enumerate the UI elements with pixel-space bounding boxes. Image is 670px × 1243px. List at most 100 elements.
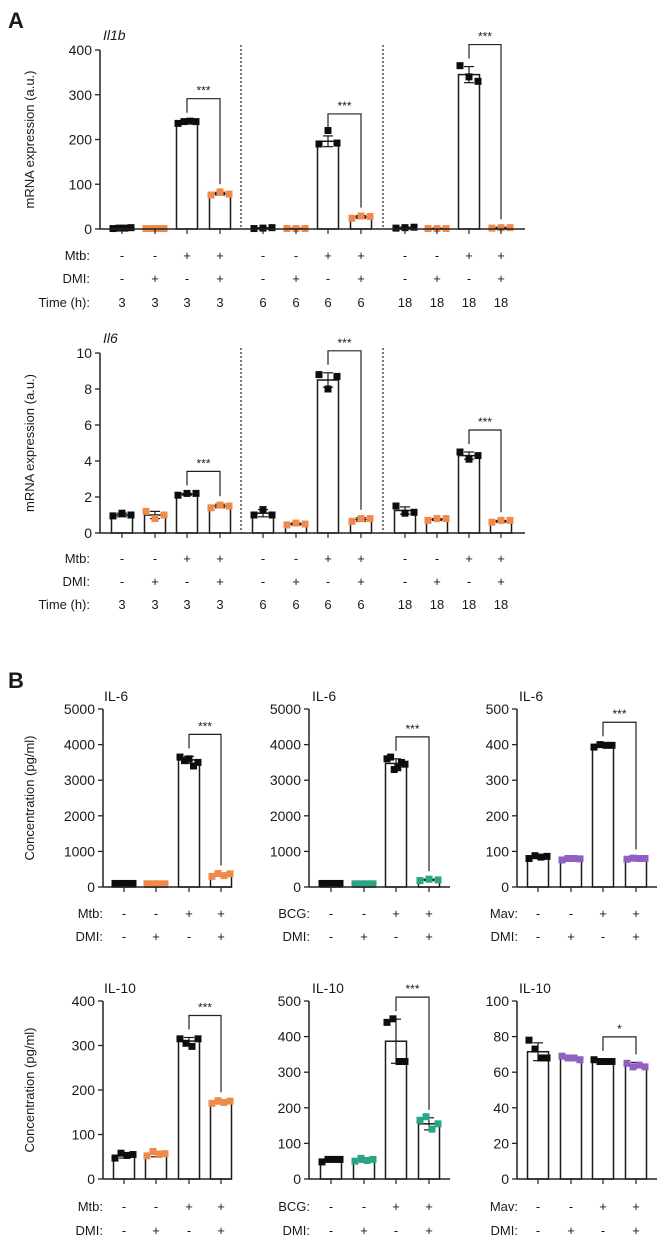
data-point <box>149 1147 157 1155</box>
data-point <box>424 516 432 524</box>
data-point <box>142 507 150 515</box>
condition-value: + <box>217 1199 225 1214</box>
data-point <box>531 1045 539 1053</box>
y-tick-label: 4000 <box>270 737 301 753</box>
condition-value: - <box>261 551 265 566</box>
y-tick-label: 60 <box>493 1064 509 1080</box>
data-point <box>155 880 163 888</box>
condition-value: 3 <box>151 295 158 310</box>
data-point <box>315 371 323 379</box>
data-point <box>348 214 356 222</box>
y-tick-label: 0 <box>501 1171 509 1187</box>
condition-value: + <box>632 929 640 944</box>
data-point <box>348 517 356 525</box>
y-tick-label: 400 <box>278 1029 302 1045</box>
condition-value: + <box>183 551 191 566</box>
data-point <box>465 455 473 463</box>
data-point <box>474 77 482 85</box>
bar <box>591 744 615 888</box>
significance-bracket <box>395 736 430 872</box>
data-point <box>474 452 482 460</box>
y-tick-label: 100 <box>486 843 510 859</box>
data-point <box>488 518 496 526</box>
data-point <box>590 743 598 751</box>
y-tick-label: 1000 <box>64 843 95 859</box>
significance-label: *** <box>337 336 351 350</box>
data-point <box>117 1149 125 1157</box>
y-axis-label: mRNA expression (a.u.) <box>22 374 37 512</box>
data-point <box>190 762 197 770</box>
condition-row-label: Mtb: <box>65 248 90 263</box>
chart-b-il10-mtb: IL-10 Concentration (pg/ml) 0 100 200 300 400 M… <box>22 980 234 1238</box>
condition-value: 6 <box>357 597 364 612</box>
condition-value: + <box>216 574 224 589</box>
significance-label: *** <box>198 1000 212 1014</box>
data-point <box>558 856 566 864</box>
data-point <box>596 741 604 749</box>
condition-value: 6 <box>357 295 364 310</box>
data-point <box>161 880 169 888</box>
condition-value: + <box>292 271 300 286</box>
data-point <box>383 1018 391 1026</box>
y-tick-label: 500 <box>486 701 510 717</box>
y-tick-label: 2000 <box>64 808 95 824</box>
condition-value: - <box>185 271 189 286</box>
data-point <box>635 1061 643 1069</box>
condition-row-label: DMI: <box>63 271 90 286</box>
data-point <box>410 223 418 231</box>
data-point <box>129 879 137 887</box>
data-point <box>176 1035 184 1043</box>
significance-label: * <box>617 1022 622 1036</box>
condition-value: + <box>183 248 191 263</box>
data-point <box>315 140 323 148</box>
condition-value: - <box>569 1199 573 1214</box>
condition-value: + <box>392 906 400 921</box>
bar <box>624 857 648 888</box>
y-tick-label: 100 <box>72 1127 96 1143</box>
condition-value: 3 <box>118 597 125 612</box>
condition-row-label: Mtb: <box>78 1199 103 1214</box>
condition-value: - <box>329 1199 333 1214</box>
condition-value: - <box>122 1223 126 1238</box>
condition-value: + <box>185 1199 193 1214</box>
condition-value: + <box>357 551 365 566</box>
condition-value: 6 <box>292 597 299 612</box>
condition-value: + <box>497 271 505 286</box>
significance-bracket <box>186 98 221 185</box>
chart-a-il6: Il6 mRNA expression (a.u.) 0 2 4 6 8 10 Mtb: DMI:… <box>22 330 525 612</box>
data-point <box>608 741 616 749</box>
condition-value: + <box>151 574 159 589</box>
data-point <box>506 516 514 524</box>
data-point <box>392 224 400 232</box>
condition-value: + <box>357 248 365 263</box>
y-tick-label: 10 <box>76 345 92 361</box>
y-tick-label: 400 <box>486 737 510 753</box>
data-point <box>160 511 168 519</box>
y-tick-label: 200 <box>278 1100 302 1116</box>
data-point <box>118 509 126 517</box>
condition-value: + <box>567 929 575 944</box>
bar <box>591 1059 615 1180</box>
condition-value: + <box>632 1199 640 1214</box>
y-tick-label: 80 <box>493 1029 509 1045</box>
data-point <box>401 224 409 232</box>
chart-title: IL-10 <box>104 980 136 996</box>
condition-row-label: BCG: <box>278 1199 310 1214</box>
y-tick-label: 5000 <box>270 701 301 717</box>
chart-title: IL-10 <box>519 980 551 996</box>
y-tick-label: 300 <box>278 1064 302 1080</box>
data-point <box>259 224 267 232</box>
data-point <box>143 880 151 888</box>
condition-value: - <box>154 1199 158 1214</box>
condition-value: + <box>433 574 441 589</box>
condition-value: - <box>294 248 298 263</box>
y-tick-label: 100 <box>69 176 93 192</box>
significance-label: *** <box>405 982 419 996</box>
condition-value: + <box>433 271 441 286</box>
bar <box>209 1101 233 1180</box>
y-tick-label: 2000 <box>270 808 301 824</box>
condition-value: + <box>151 271 159 286</box>
data-point <box>357 1154 365 1162</box>
data-point <box>506 224 514 232</box>
significance-bracket <box>327 113 362 208</box>
